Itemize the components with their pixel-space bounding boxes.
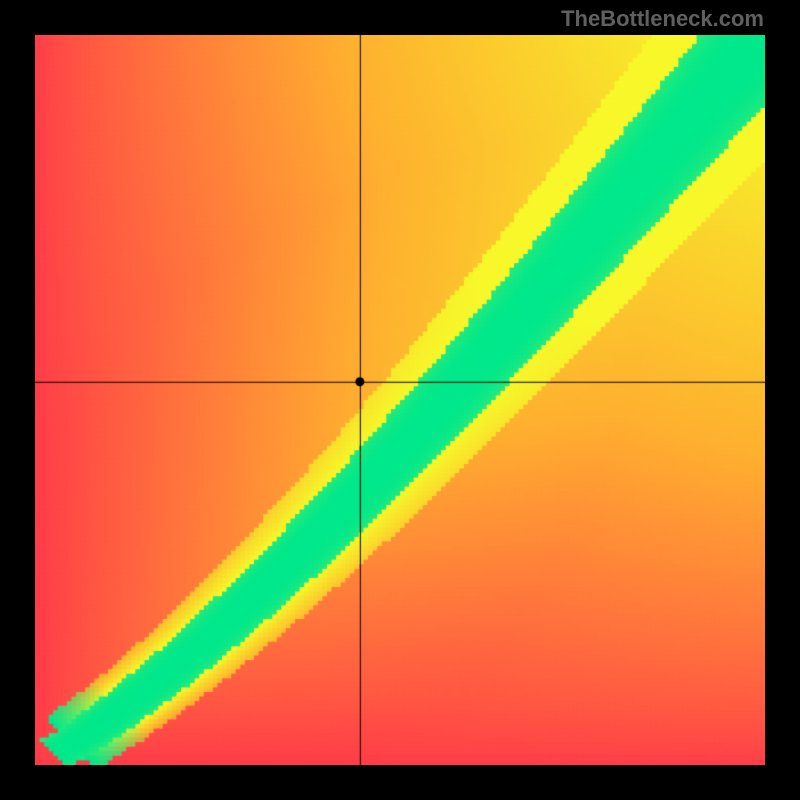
bottleneck-heatmap	[35, 35, 765, 765]
watermark-text: TheBottleneck.com	[561, 6, 764, 32]
chart-frame: TheBottleneck.com	[0, 0, 800, 800]
